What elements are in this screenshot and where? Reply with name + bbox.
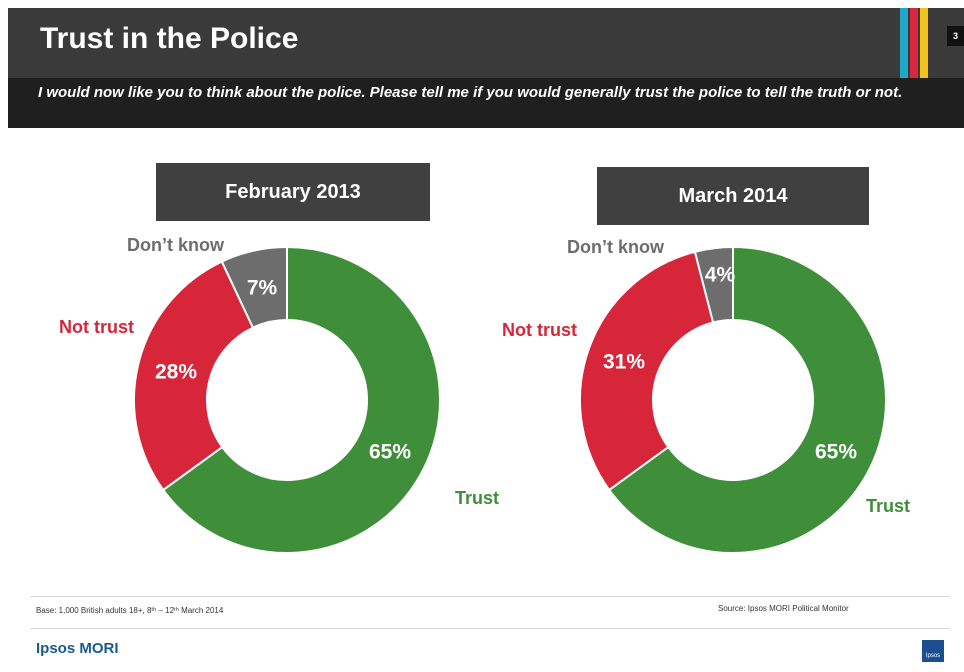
- value-label-trust-0: 65%: [369, 441, 411, 464]
- source-note: Source: Ipsos MORI Political Monitor: [718, 604, 849, 613]
- category-label-not-trust-1: Not trust: [502, 320, 577, 340]
- slice-not-trust-1: [579, 250, 715, 492]
- value-label-trust-1: 65%: [815, 441, 857, 464]
- page-subtitle: I would now like you to think about the …: [38, 84, 903, 101]
- base-note: Base: 1,000 British adults 18+, 8ᵗʰ – 12…: [36, 606, 224, 615]
- header: Trust in the Police I would now like you…: [8, 8, 964, 128]
- ipsos-logo: Ipsos: [922, 640, 944, 662]
- slice-trust-0: [161, 245, 441, 554]
- category-label-dont-know-1: Don’t know: [567, 237, 665, 257]
- category-label-trust-1: Trust: [866, 496, 910, 516]
- value-label-dont-know-1: 4%: [705, 264, 736, 287]
- accent-stripe-red: [910, 8, 918, 78]
- category-label-trust-0: Trust: [455, 488, 499, 508]
- slide-number: 3: [947, 26, 964, 46]
- chart-title-mar-2014: March 2014: [597, 167, 869, 225]
- value-label-not-trust-1: 31%: [603, 351, 645, 374]
- slice-not-trust-0: [133, 260, 255, 492]
- slice-trust-1: [607, 245, 887, 554]
- accent-stripe-yellow: [920, 8, 928, 78]
- title-band: [8, 8, 964, 78]
- value-label-dont-know-0: 7%: [247, 277, 278, 300]
- value-label-not-trust-0: 28%: [155, 361, 197, 384]
- chart-title-feb-2013: February 2013: [156, 163, 430, 221]
- category-label-dont-know-0: Don’t know: [127, 235, 225, 255]
- slice-dont-know-0: [220, 245, 288, 329]
- footer-divider-top: [30, 596, 950, 597]
- page-title: Trust in the Police: [40, 22, 299, 55]
- slice-dont-know-1: [693, 245, 734, 324]
- category-label-not-trust-0: Not trust: [59, 317, 134, 337]
- footer-divider-bottom: [30, 628, 950, 629]
- accent-stripe-blue: [900, 8, 908, 78]
- brand-name: Ipsos MORI: [36, 640, 119, 657]
